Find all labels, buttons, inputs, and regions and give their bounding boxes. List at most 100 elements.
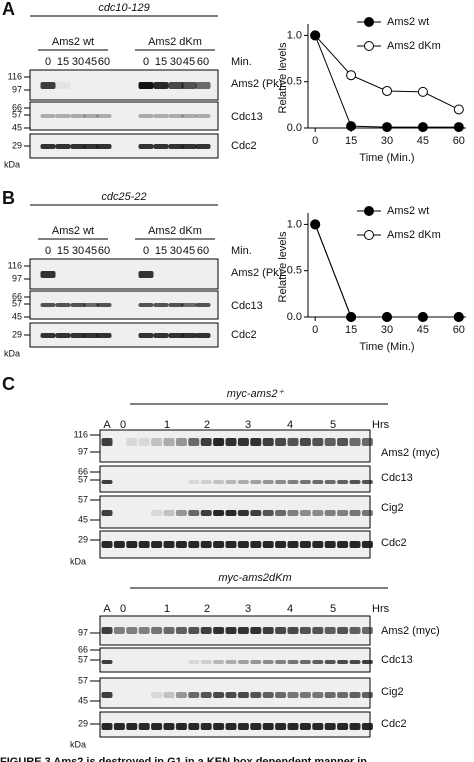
marker-label: 116: [8, 71, 22, 81]
band: [200, 438, 212, 446]
time-unit: Min.: [231, 56, 252, 68]
band: [153, 114, 169, 118]
legend-label: Ams2 wt: [387, 205, 429, 217]
band: [287, 627, 299, 634]
band: [299, 438, 311, 446]
lane-label: 60: [197, 245, 209, 257]
band: [138, 114, 154, 118]
band: [153, 303, 169, 307]
band: [275, 660, 287, 664]
band: [262, 438, 274, 446]
marker-label: 66: [12, 291, 22, 301]
lane-label: 0: [120, 419, 126, 431]
band: [312, 438, 324, 446]
band: [200, 480, 212, 484]
marker-label: 97: [12, 84, 22, 94]
band: [349, 438, 361, 446]
x-tick-label: 30: [381, 324, 393, 336]
strain-label: cdc10-129: [98, 2, 149, 14]
lane-label: 60: [197, 56, 209, 68]
y-axis-label: Relative levels: [277, 231, 289, 302]
x-tick-label: 45: [417, 135, 429, 147]
band: [262, 660, 274, 664]
lane-label: A: [103, 603, 111, 615]
marker-label: 97: [78, 446, 88, 456]
lane-label: 1: [164, 419, 170, 431]
band: [181, 333, 197, 338]
band: [299, 541, 311, 548]
point: [382, 122, 392, 133]
band: [181, 114, 197, 118]
band: [188, 723, 200, 730]
blot-label: Ams2 (Pk): [231, 78, 282, 90]
point: [453, 122, 464, 133]
y-tick-label: 0.0: [287, 122, 302, 134]
band: [213, 541, 225, 548]
blot-label: Ams2 (myc): [381, 447, 440, 459]
band: [287, 541, 299, 548]
point: [417, 122, 428, 133]
band: [299, 510, 311, 516]
band: [70, 333, 86, 338]
band: [195, 333, 211, 338]
band: [262, 480, 274, 484]
panel-letter: C: [2, 374, 15, 394]
band: [361, 692, 373, 698]
band: [181, 82, 197, 89]
y-axis-label: Relative levels: [277, 42, 289, 113]
marker-label: 45: [12, 311, 22, 321]
band: [312, 723, 324, 730]
band: [287, 692, 299, 698]
band: [250, 510, 262, 516]
lane-label: 0: [143, 245, 149, 257]
blot-label: Ams2 (myc): [381, 625, 440, 637]
band: [70, 303, 86, 307]
band: [250, 627, 262, 634]
band: [151, 510, 163, 516]
band: [225, 541, 237, 548]
x-axis-label: Time (Min.): [359, 341, 414, 353]
band: [349, 627, 361, 634]
band: [361, 660, 373, 664]
band: [337, 480, 349, 484]
legend-label: Ams2 dKm: [387, 40, 441, 52]
band: [40, 271, 56, 278]
point: [453, 312, 464, 322]
band: [181, 144, 197, 149]
band: [361, 438, 373, 446]
blot-label: Ams2 (Pk): [231, 267, 282, 279]
marker-label: 57: [12, 109, 22, 119]
band: [312, 627, 324, 634]
band: [200, 627, 212, 634]
marker-label: 97: [12, 273, 22, 283]
lane-label: 45: [85, 56, 97, 68]
marker-label: 57: [78, 675, 88, 685]
marker-unit: kDa: [70, 556, 86, 566]
point: [346, 70, 357, 81]
band: [40, 303, 56, 307]
lane-label: 45: [85, 245, 97, 257]
band: [168, 82, 184, 89]
marker-unit: kDa: [4, 159, 20, 169]
band: [40, 333, 56, 338]
band: [96, 144, 112, 149]
band: [237, 660, 249, 664]
band: [126, 723, 138, 730]
point: [453, 104, 464, 115]
band: [55, 144, 71, 149]
lane-label: 30: [170, 245, 182, 257]
band: [138, 144, 154, 149]
marker-label: 57: [12, 298, 22, 308]
band: [237, 723, 249, 730]
point: [346, 312, 357, 322]
band: [96, 303, 112, 307]
marker-label: 45: [78, 514, 88, 524]
band: [324, 438, 336, 446]
lane-label: 30: [72, 245, 84, 257]
band: [361, 510, 373, 516]
band: [55, 333, 71, 338]
marker-label: 29: [12, 329, 22, 339]
band: [213, 480, 225, 484]
marker-label: 29: [12, 140, 22, 150]
band: [163, 692, 175, 698]
